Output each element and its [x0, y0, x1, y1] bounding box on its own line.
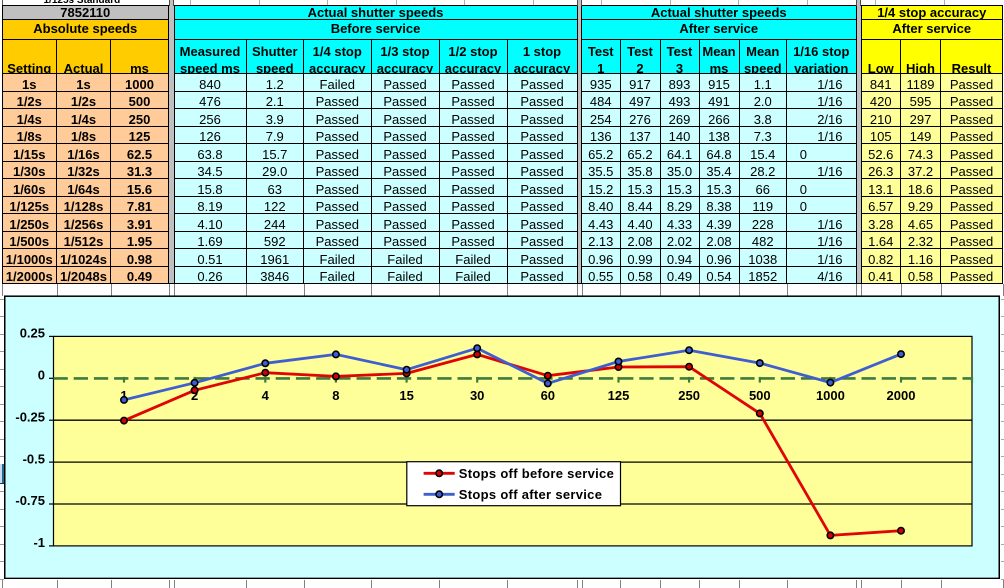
svg-text:60: 60 — [541, 388, 555, 403]
svg-text:0.25: 0.25 — [20, 326, 45, 341]
svg-text:125: 125 — [608, 388, 630, 403]
svg-text:30: 30 — [470, 388, 484, 403]
svg-text:1: 1 — [120, 388, 127, 403]
svg-text:-0.25: -0.25 — [15, 409, 45, 424]
svg-text:15: 15 — [399, 388, 413, 403]
svg-text:-0.5: -0.5 — [23, 451, 45, 466]
svg-text:0: 0 — [38, 368, 45, 383]
svg-text:250: 250 — [678, 388, 700, 403]
svg-text:500: 500 — [749, 388, 771, 403]
svg-text:2: 2 — [191, 388, 198, 403]
svg-text:2000: 2000 — [887, 388, 916, 403]
svg-text:8: 8 — [332, 388, 339, 403]
svg-text:Stops off after service: Stops off after service — [459, 487, 602, 502]
svg-text:4: 4 — [262, 388, 270, 403]
svg-text:-0.75: -0.75 — [15, 493, 45, 508]
svg-text:1000: 1000 — [816, 388, 845, 403]
svg-text:Stops off before service: Stops off before service — [459, 466, 614, 481]
svg-text:-1: -1 — [33, 535, 45, 550]
